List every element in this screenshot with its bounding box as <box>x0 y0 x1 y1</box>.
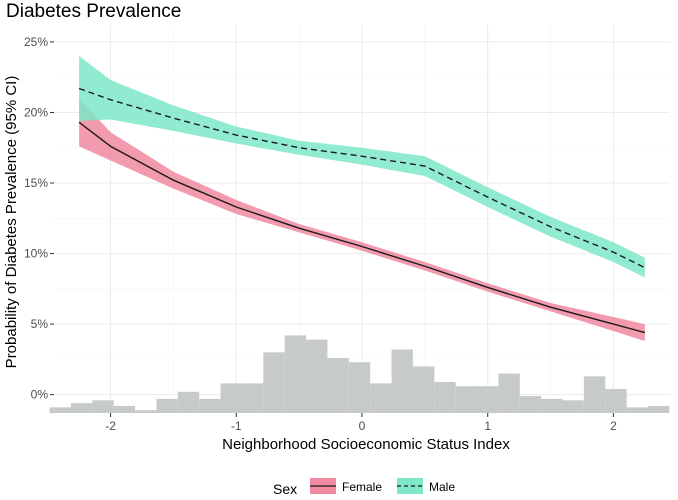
histogram-bar <box>562 400 584 413</box>
legend-label-female: Female <box>342 480 382 494</box>
histogram-bar <box>541 398 563 413</box>
x-tick-label: -1 <box>231 419 242 433</box>
histogram-bar <box>412 366 435 413</box>
x-axis-ticks: -2 -1 0 1 2 <box>105 413 617 433</box>
histogram-bar <box>113 405 136 413</box>
x-axis-label: Neighborhood Socioeconomic Status Index <box>222 436 510 453</box>
y-tick-label: 15% <box>24 176 48 190</box>
histogram-bar <box>263 352 285 413</box>
histogram <box>49 335 670 413</box>
y-tick-label: 5% <box>31 317 49 331</box>
histogram-bar <box>70 403 93 413</box>
histogram-bar <box>348 362 371 413</box>
line-male <box>78 87 646 269</box>
x-tick-label: -2 <box>105 419 116 433</box>
histogram-bar <box>241 383 264 413</box>
histogram-bar <box>434 381 456 413</box>
y-tick-label: 10% <box>24 247 48 261</box>
histogram-bar <box>477 386 499 413</box>
y-tick-label: 20% <box>24 105 48 119</box>
histogram-bar <box>648 405 670 413</box>
legend-title: Sex <box>273 481 297 497</box>
legend: Sex Female Male <box>273 478 455 497</box>
y-axis-ticks: 0% 5% 10% 15% 20% 25% <box>24 35 54 402</box>
histogram-bar <box>626 407 648 413</box>
y-axis-label: Probability of Diabetes Prevalence (95% … <box>3 76 20 369</box>
plot-area <box>49 25 670 413</box>
histogram-bar <box>220 383 242 413</box>
line-female <box>78 121 646 334</box>
histogram-bar <box>583 376 606 413</box>
y-tick-label: 25% <box>24 35 48 49</box>
histogram-bar <box>92 400 114 413</box>
legend-label-male: Male <box>429 480 455 494</box>
x-tick-label: 0 <box>359 419 366 433</box>
series-lines <box>78 87 646 334</box>
histogram-bar <box>455 386 478 413</box>
legend-item-male: Male <box>397 478 455 494</box>
histogram-bar <box>177 391 200 413</box>
histogram-bar <box>135 410 157 413</box>
histogram-bar <box>49 407 71 413</box>
histogram-bar <box>156 398 178 413</box>
x-tick-label: 1 <box>484 419 491 433</box>
histogram-bar <box>605 389 627 413</box>
y-tick-label: 0% <box>31 388 49 402</box>
histogram-bar <box>370 383 392 413</box>
histogram-bar <box>327 357 349 413</box>
histogram-bar <box>306 339 328 413</box>
histogram-bar <box>284 335 307 413</box>
histogram-bar <box>199 398 221 413</box>
legend-item-female: Female <box>310 478 382 494</box>
histogram-bar <box>519 396 542 413</box>
legend-key-male <box>397 478 423 494</box>
histogram-bar <box>391 349 413 413</box>
histogram-bar <box>498 373 520 413</box>
chart-title: Diabetes Prevalence <box>6 1 181 22</box>
x-tick-label: 2 <box>610 419 617 433</box>
